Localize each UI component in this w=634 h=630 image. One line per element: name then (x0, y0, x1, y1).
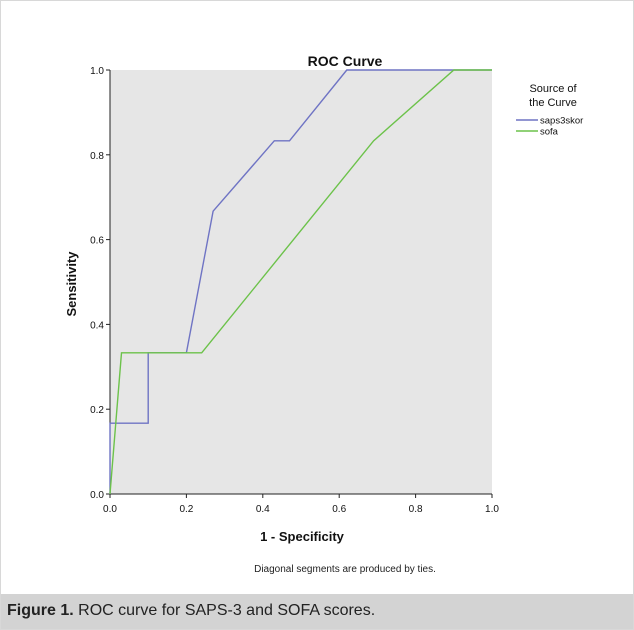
x-axis-label: 1 - Specificity (260, 529, 345, 544)
y-axis-label: Sensitivity (64, 251, 79, 317)
figure-caption: Figure 1. ROC curve for SAPS-3 and SOFA … (1, 594, 633, 629)
y-tick-label: 0.2 (90, 405, 104, 416)
series-line-saps3skor (109, 69, 492, 494)
series-line-sofa (109, 69, 492, 495)
legend-title-line-1: Source of (529, 83, 577, 95)
chart-title: ROC Curve (308, 53, 383, 69)
y-tick-label: 0.6 (90, 236, 104, 247)
chart-footnote: Diagonal segments are produced by ties. (254, 564, 436, 575)
y-tick-label: 0.0 (90, 490, 104, 501)
x-tick-label: 0.8 (409, 504, 423, 515)
legend-label-saps3skor: saps3skor (540, 116, 583, 127)
legend-label-sofa: sofa (540, 127, 559, 138)
y-tick-label: 0.8 (90, 151, 104, 162)
x-tick-label: 0.6 (332, 504, 346, 515)
x-tick-label: 1.0 (485, 504, 499, 515)
plot-background (110, 70, 492, 494)
y-tick-label: 1.0 (90, 66, 104, 77)
roc-chart: 0.0 0.2 0.4 0.6 0.8 1.0 0.0 0.2 0.4 0.6 0.8 1.0 ROC… (64, 53, 583, 575)
x-tick-label: 0.0 (103, 504, 117, 515)
y-tick-label: 0.4 (90, 320, 104, 331)
caption-label: Figure 1. (7, 602, 74, 619)
caption-text: ROC curve for SAPS-3 and SOFA scores. (73, 602, 376, 619)
legend-title-line-2: the Curve (529, 97, 577, 109)
x-tick-label: 0.2 (179, 504, 193, 515)
x-tick-label: 0.4 (256, 504, 270, 515)
